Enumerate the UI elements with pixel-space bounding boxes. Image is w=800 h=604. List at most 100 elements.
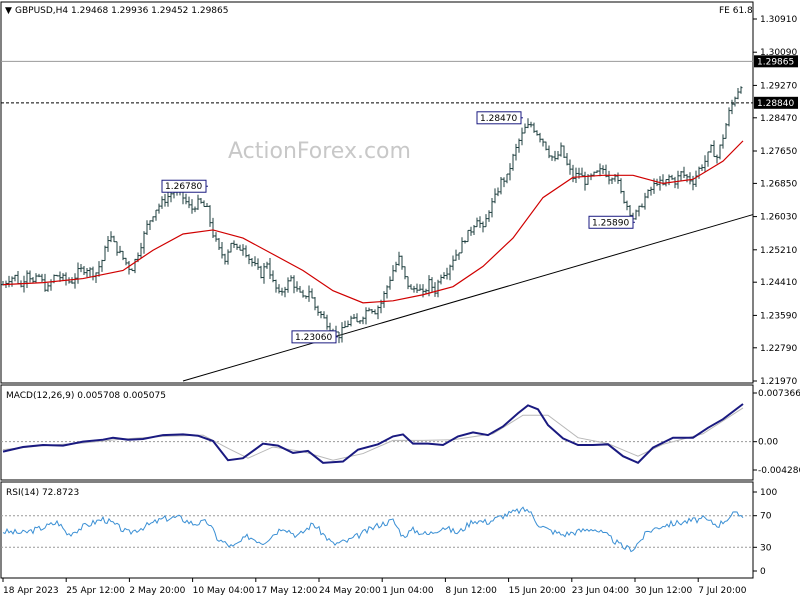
price-bar (526, 118, 530, 129)
price-bar (403, 266, 407, 280)
price-bar (418, 284, 422, 291)
price-bar (112, 235, 116, 243)
price-bar (367, 307, 371, 312)
time-tick-label: 2 May 20:00 (129, 586, 185, 596)
price-bar (34, 273, 38, 283)
price-bar (13, 274, 17, 282)
price-bar (700, 164, 704, 171)
price-annotation: 1.26780 (161, 179, 208, 193)
price-bar (724, 122, 728, 139)
price-bar (391, 265, 395, 282)
price-bar (25, 270, 29, 289)
price-annotation: 1.23060 (291, 330, 338, 344)
price-bar (706, 151, 710, 167)
price-bar (283, 286, 287, 298)
price-bar (16, 271, 20, 285)
price-bar (709, 144, 713, 153)
price-bar (160, 196, 164, 209)
price-bar (292, 275, 296, 294)
macd-signal-line (2, 407, 744, 461)
price-bar (340, 322, 344, 343)
price-bar (373, 309, 377, 315)
price-bar (70, 277, 74, 284)
price-bar (295, 281, 299, 292)
price-bar (535, 130, 539, 136)
price-bar (409, 284, 413, 290)
price-bar (85, 267, 89, 278)
price-bar (49, 279, 53, 291)
price-bar (31, 276, 35, 283)
price-bar (649, 186, 653, 196)
time-tick-label: 10 May 04:00 (193, 586, 255, 596)
macd-panel-frame (0, 384, 754, 481)
price-bar (637, 205, 641, 217)
price-tick-label: 1.21970 (760, 377, 797, 387)
macd-tick-label: -0.004286 (758, 466, 800, 476)
price-bar (238, 244, 242, 251)
price-bar (739, 86, 743, 94)
price-bar (529, 121, 533, 128)
price-bar (682, 166, 686, 178)
price-bar (139, 242, 143, 259)
price-bar (265, 261, 269, 269)
price-bar (133, 258, 137, 274)
price-bar (205, 203, 209, 207)
price-bar (130, 268, 134, 272)
price-bar (163, 193, 167, 207)
price-bar (82, 266, 86, 275)
price-bar (619, 178, 623, 194)
price-bar (385, 285, 389, 299)
price-bar (496, 187, 500, 197)
price-bar (595, 170, 599, 174)
price-bar (247, 254, 251, 265)
price-bar (511, 153, 515, 171)
price-bar (580, 167, 584, 177)
price-tick-label: 1.23590 (760, 311, 797, 321)
price-bar (727, 107, 731, 127)
macd-title: MACD(12,26,9) 0.005708 0.005075 (6, 391, 166, 401)
price-bar (193, 206, 197, 213)
price-annotation: 1.25890 (588, 215, 635, 229)
price-bar (565, 152, 569, 166)
price-bar (37, 273, 41, 278)
price-bar (583, 171, 587, 191)
macd-tick-label: 0.007366 (758, 389, 800, 399)
price-bars (1, 86, 743, 344)
price-annotation: 1.28470 (476, 111, 523, 125)
price-bar (148, 220, 152, 231)
price-bar (127, 261, 131, 275)
price-bar (598, 163, 602, 177)
ma-line (2, 140, 744, 304)
time-tick-label: 15 Jun 20:00 (509, 586, 566, 596)
price-tick-label: 1.26030 (760, 213, 797, 223)
price-bar (694, 170, 698, 188)
price-bar (469, 226, 473, 236)
price-bar (166, 190, 170, 207)
time-tick-label: 23 Jun 04:00 (572, 586, 629, 596)
price-bar (244, 245, 248, 258)
price-bar (448, 264, 452, 281)
price-bar (508, 163, 512, 181)
price-bar (301, 289, 305, 298)
price-bar (73, 273, 77, 289)
price-bar (475, 217, 479, 228)
price-bar (370, 308, 374, 314)
price-bar (544, 141, 548, 151)
price-bar (451, 255, 455, 271)
rsi-tick-label: 0 (760, 567, 766, 577)
price-bar (352, 313, 356, 320)
price-bar (55, 274, 59, 277)
price-bar (103, 245, 107, 262)
macd-main-line (2, 403, 744, 465)
price-bar (607, 170, 611, 185)
price-bar (145, 220, 149, 236)
price-tick-label: 1.28470 (760, 114, 797, 124)
price-bar (118, 245, 122, 254)
price-bar (487, 210, 491, 222)
price-tick-label: 1.24410 (760, 278, 797, 288)
price-bar (202, 200, 206, 207)
price-bar (520, 127, 524, 146)
price-bar (574, 167, 578, 184)
price-tick-label: 1.30910 (760, 15, 797, 25)
time-tick-label: 25 Apr 12:00 (66, 586, 125, 596)
